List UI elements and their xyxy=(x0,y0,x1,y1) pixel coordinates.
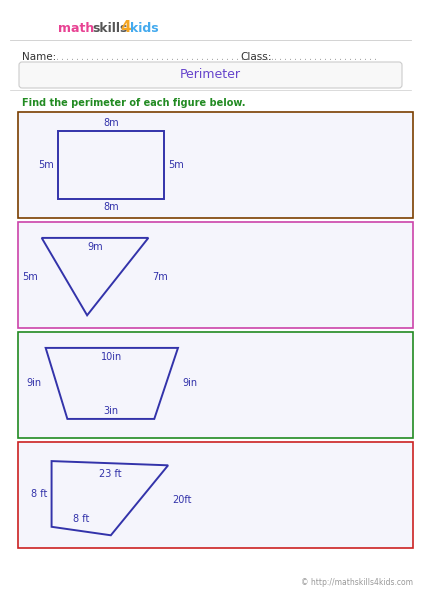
Text: Class:: Class: xyxy=(240,52,272,62)
Text: 9m: 9m xyxy=(87,242,103,252)
Text: 8m: 8m xyxy=(103,118,119,128)
Text: 5m: 5m xyxy=(38,160,53,170)
Text: 4: 4 xyxy=(120,20,131,36)
Text: 5m: 5m xyxy=(22,271,38,281)
Text: 7m: 7m xyxy=(152,271,168,281)
Bar xyxy=(18,442,413,548)
Text: 8 ft: 8 ft xyxy=(31,489,48,499)
Text: skills: skills xyxy=(92,21,128,35)
Text: kids: kids xyxy=(130,21,159,35)
Text: math: math xyxy=(58,21,94,35)
Text: ......................: ...................... xyxy=(268,52,378,61)
Text: 20ft: 20ft xyxy=(172,495,192,505)
Text: 9in: 9in xyxy=(182,378,197,389)
Text: Name:: Name: xyxy=(22,52,56,62)
Text: 9in: 9in xyxy=(27,378,42,389)
Text: © http://mathskills4kids.com: © http://mathskills4kids.com xyxy=(301,578,413,587)
Bar xyxy=(18,222,413,328)
Bar xyxy=(18,332,413,438)
Text: 5m: 5m xyxy=(168,160,184,170)
Text: ............................................: ........................................… xyxy=(55,52,275,61)
Text: 8 ft: 8 ft xyxy=(73,514,89,524)
Text: 10in: 10in xyxy=(101,352,123,362)
Bar xyxy=(18,112,413,218)
FancyBboxPatch shape xyxy=(19,62,402,88)
Bar xyxy=(58,131,164,199)
Text: 3in: 3in xyxy=(103,406,118,416)
Text: Find the perimeter of each figure below.: Find the perimeter of each figure below. xyxy=(22,98,245,108)
Text: Perimeter: Perimeter xyxy=(180,68,241,82)
Text: 8m: 8m xyxy=(103,202,119,212)
Text: 23 ft: 23 ft xyxy=(99,469,121,480)
